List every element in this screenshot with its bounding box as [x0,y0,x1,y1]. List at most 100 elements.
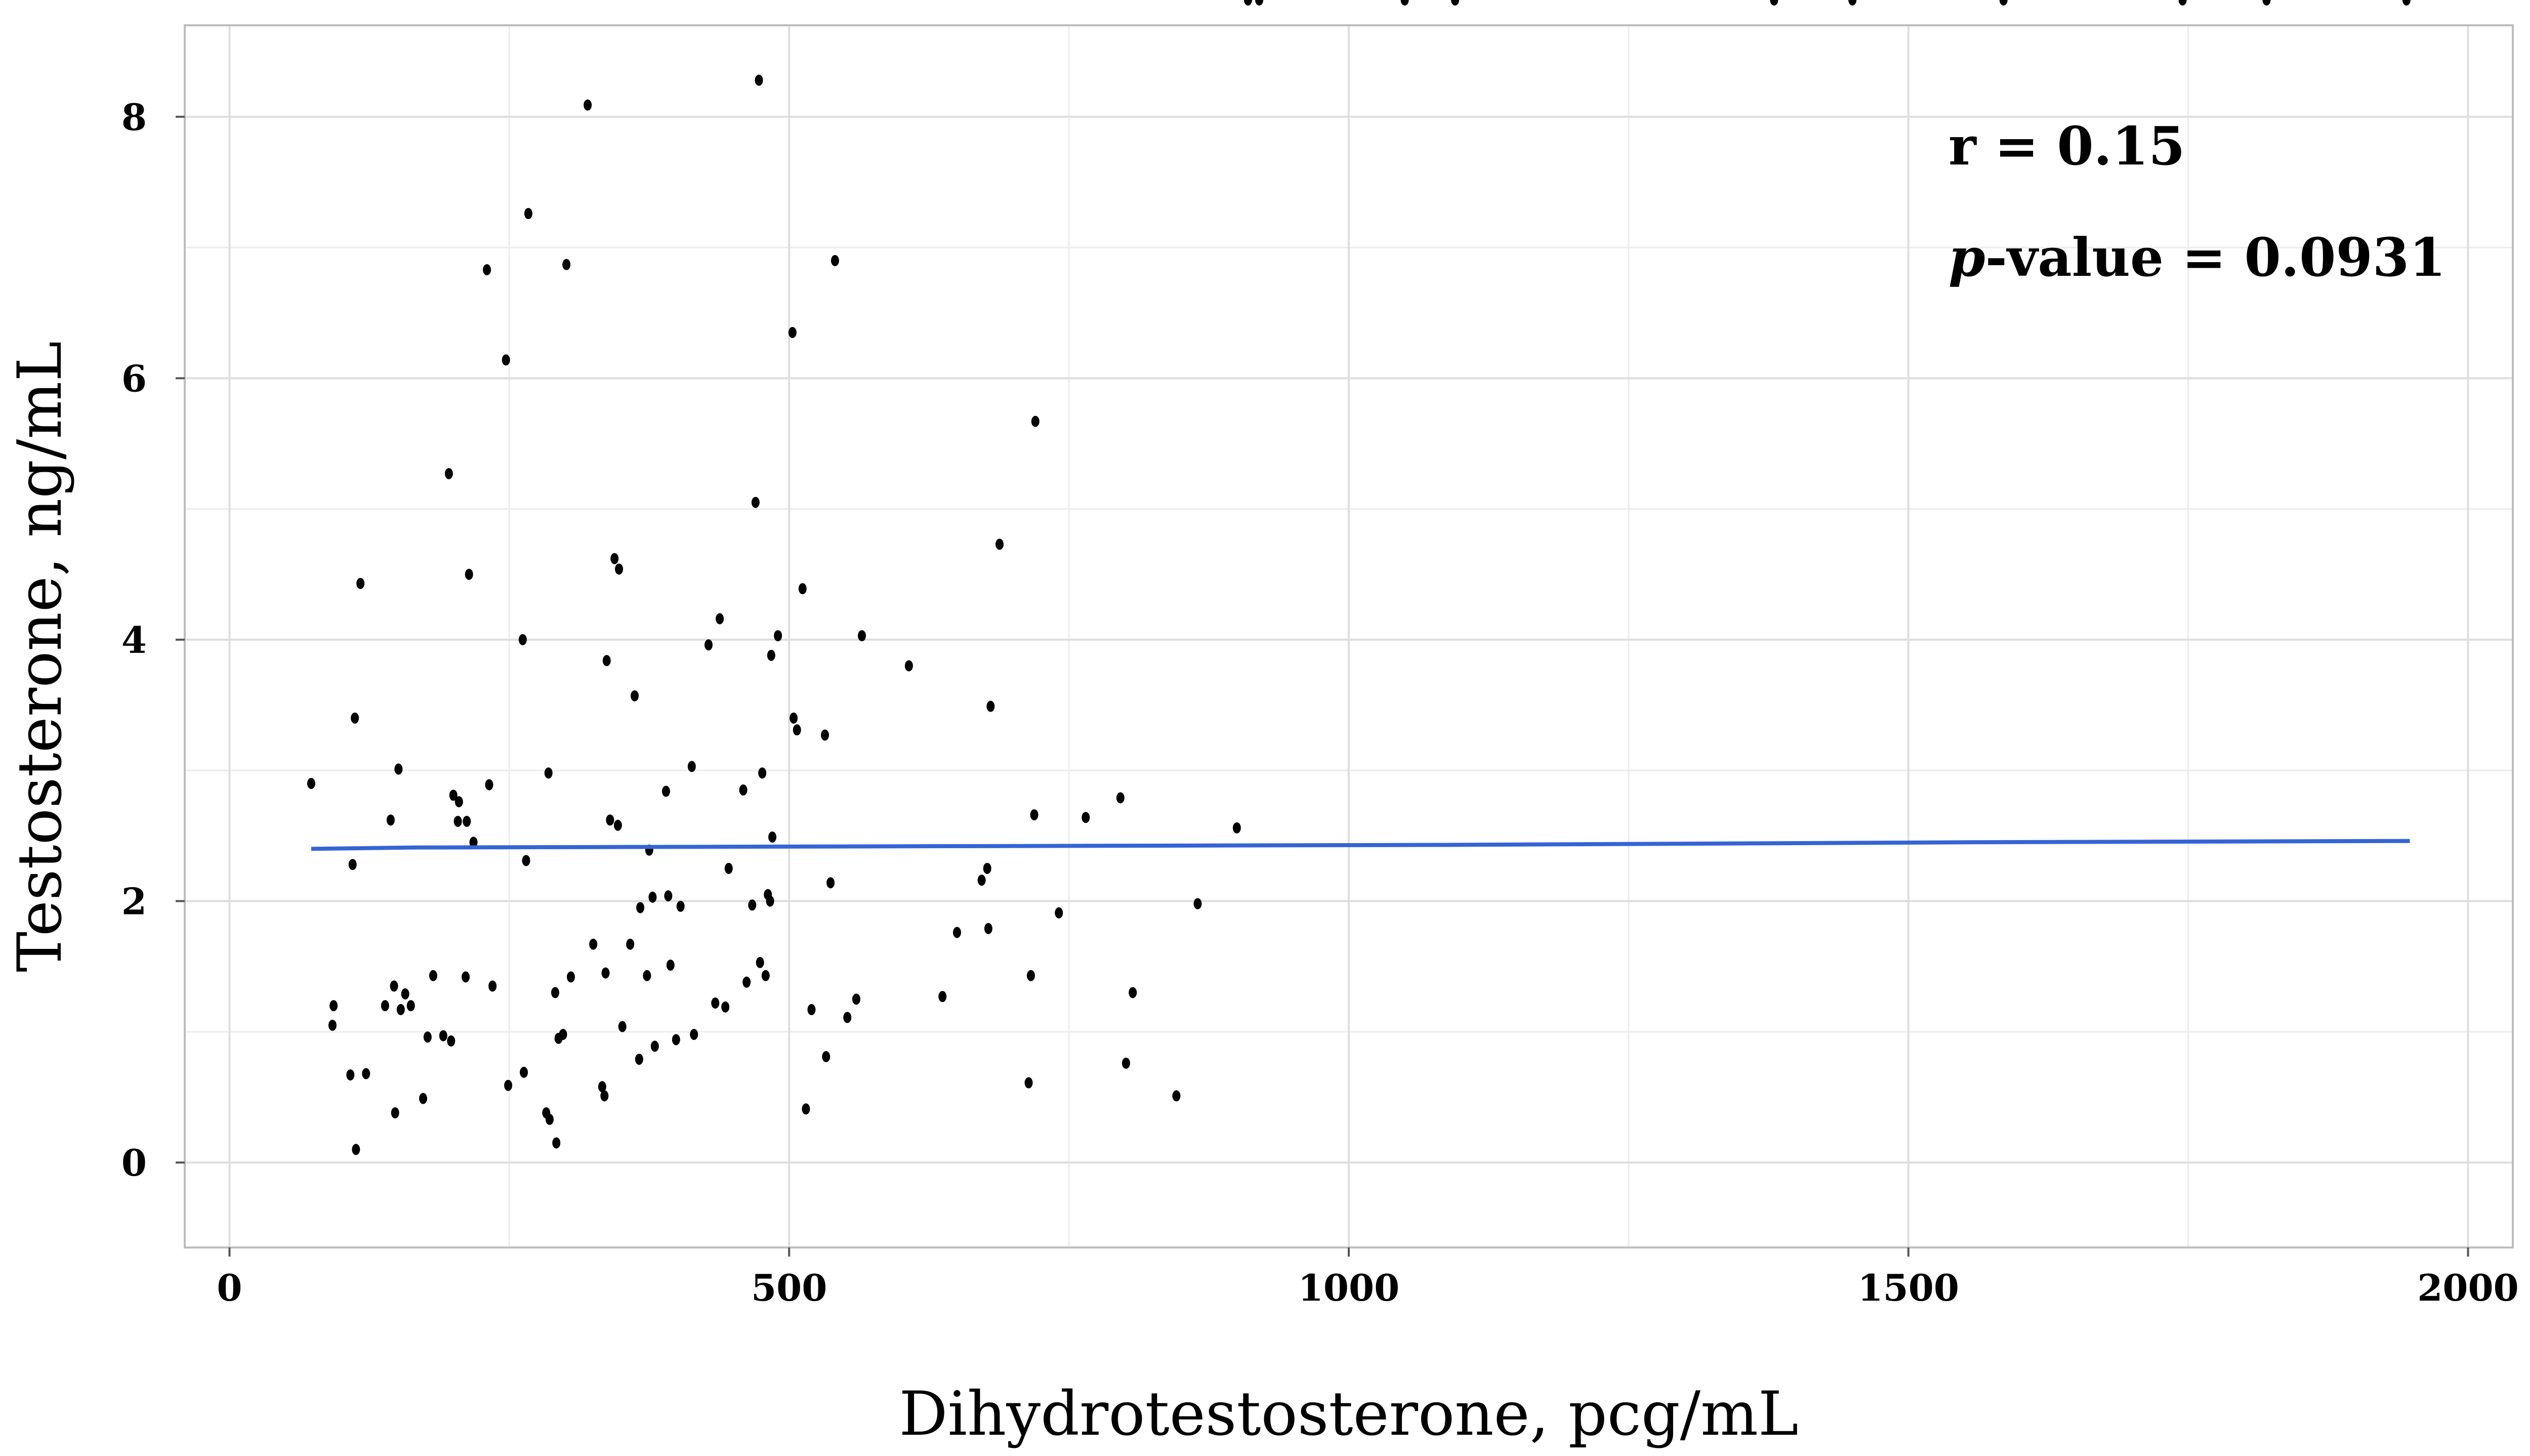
data-point [449,789,458,801]
data-point [748,899,757,911]
data-point [831,255,839,266]
data-point [1026,970,1035,981]
data-point [552,1137,561,1149]
data-point [520,1066,528,1078]
data-point [1055,907,1063,919]
data-point [798,583,807,595]
data-point [761,970,770,981]
data-point [352,1144,360,1155]
data-point [2402,0,2411,6]
data-point [1082,812,1090,823]
data-point [600,1090,609,1102]
data-point [423,1031,432,1043]
data-point [1451,0,1460,6]
data-point [615,563,624,575]
data-point [984,923,992,934]
x-tick-label: 2000 [2417,1266,2518,1309]
data-point [469,837,478,848]
data-point [356,577,365,589]
data-point [362,1068,370,1079]
correlation-annotation: r = 0.15 [1948,115,2185,177]
data-point [485,779,493,791]
data-point [1024,1077,1033,1089]
data-point [329,1000,338,1012]
data-point [1030,809,1039,821]
grid-lines [185,25,2513,1247]
data-point [601,967,610,979]
data-point [606,814,614,826]
y-tick-label: 0 [121,1141,147,1184]
data-point [1770,0,1778,6]
data-point [952,927,961,938]
data-point [453,815,462,827]
data-point [1400,0,1409,6]
data-point [758,767,767,779]
data-point [821,729,829,741]
data-point [666,960,675,971]
data-point [1172,1090,1181,1102]
data-point [444,468,453,479]
data-point [447,1035,455,1047]
y-tick-label: 8 [121,96,147,139]
data-point [396,1004,405,1015]
data-point [589,938,598,950]
data-point [610,553,619,564]
data-point [790,712,798,724]
data-point [626,938,635,950]
data-point [483,264,491,275]
data-point [2178,0,2187,6]
x-tick-label: 1500 [1858,1266,1959,1309]
data-point [463,815,471,827]
data-point [602,655,611,667]
data-point [664,890,673,902]
x-tick-labels: 0 500 1000 1500 2000 [217,1266,2518,1309]
data-point [429,970,437,981]
data-point [852,993,860,1005]
data-point [584,99,592,111]
data-point [977,875,986,886]
data-point [401,988,409,1000]
y-tick-label: 6 [121,357,147,400]
data-point [406,1000,415,1012]
data-point [774,630,782,642]
data-point [351,712,359,724]
axis-ticks [176,115,2469,1257]
data-point [788,326,797,338]
data-point [711,997,720,1009]
p-value-annotation: p-value = 0.0931 [1948,226,2446,288]
data-point [704,639,713,651]
data-point [826,877,835,889]
data-point [524,207,532,219]
data-point [687,761,696,772]
y-tick-label: 2 [121,880,147,923]
data-point [454,796,463,808]
data-point [348,859,357,870]
data-point [504,1079,513,1091]
data-point [381,1000,389,1012]
data-point [465,568,473,580]
data-point [419,1093,428,1104]
data-point [635,1054,643,1065]
data-point [1193,898,1202,909]
data-point [391,1107,399,1118]
data-point [822,1051,831,1062]
data-point [502,354,510,366]
data-point [843,1012,852,1023]
data-point [559,1028,567,1040]
data-point [767,649,775,661]
data-point [1031,415,1040,427]
data-point [766,895,774,907]
data-point [802,1103,810,1115]
data-point [857,630,866,642]
x-axis-title: Dihydrotestosterone, pcg/mL [899,1379,1798,1449]
data-point [721,1001,730,1013]
data-point [566,971,575,983]
data-point [328,1019,337,1031]
data-point [1848,0,1857,6]
data-point [613,819,622,831]
data-point [636,902,645,913]
data-point [676,900,685,912]
p-value-italic-p: p [1948,226,1985,288]
data-point [938,991,947,1003]
